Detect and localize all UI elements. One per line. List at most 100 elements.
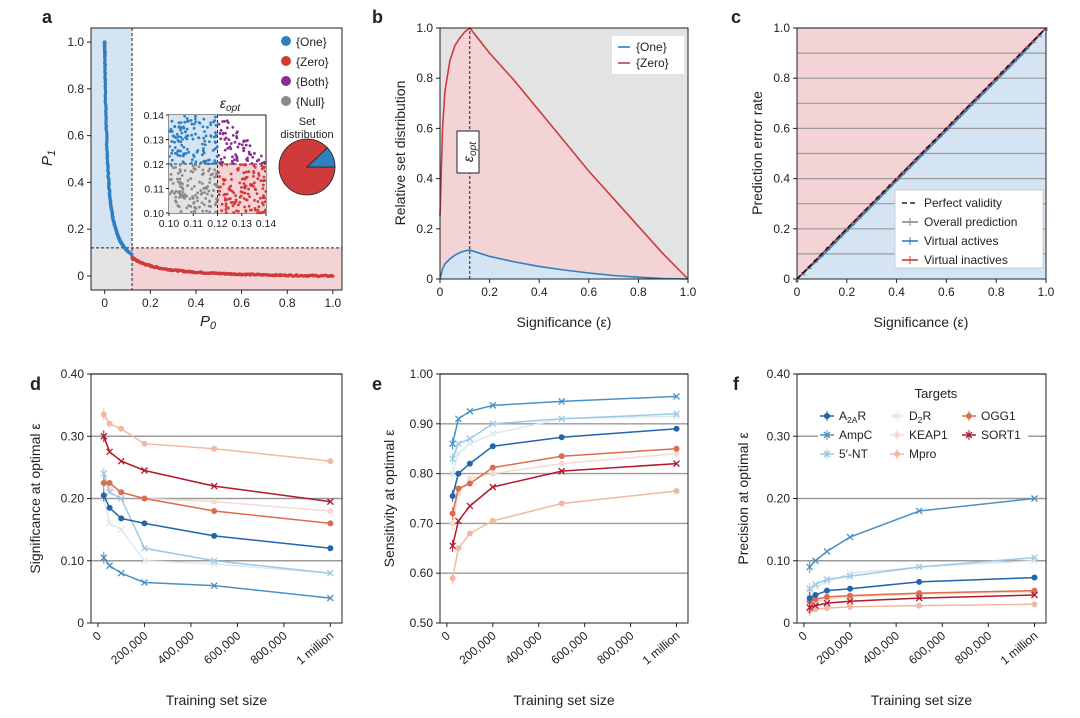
inset-x-tick-label: 0.14 xyxy=(256,218,277,230)
inset-point xyxy=(258,196,262,200)
inset-point xyxy=(190,161,193,165)
inset-point xyxy=(209,121,213,125)
legend-label: Overall prediction xyxy=(924,215,1017,229)
inset-point xyxy=(244,210,248,213)
data-point xyxy=(823,605,830,612)
y-tick-label: 1.0 xyxy=(773,21,790,35)
legend-title: Targets xyxy=(915,386,958,401)
inset-point xyxy=(192,122,196,126)
y-tick-label: 0.4 xyxy=(416,172,433,186)
y-tick-label: 0.2 xyxy=(416,222,433,236)
inset-point xyxy=(190,158,194,162)
x-tick-label: 400,000 xyxy=(155,628,197,667)
series-line xyxy=(451,447,677,514)
inset-point xyxy=(181,187,185,191)
y-tick-label: 0.8 xyxy=(773,71,790,85)
series-line xyxy=(103,495,331,550)
inset-point xyxy=(173,135,177,139)
inset-point xyxy=(261,210,265,214)
inset-point xyxy=(242,146,245,150)
inset-points xyxy=(167,114,268,215)
inset-point xyxy=(178,125,181,128)
series-line xyxy=(451,415,677,474)
data-point xyxy=(106,504,113,511)
inset-point xyxy=(211,148,215,152)
inset-point xyxy=(232,211,235,215)
x-tick-label: 1 million xyxy=(998,629,1041,668)
data-point xyxy=(466,502,474,510)
data-point xyxy=(847,585,854,592)
inset-point xyxy=(181,160,185,164)
legend-label: {Zero} xyxy=(296,55,329,69)
inset-point xyxy=(179,210,183,213)
inset-point xyxy=(228,145,232,149)
y-tick-label: 0 xyxy=(783,616,790,630)
point-one xyxy=(130,253,134,257)
data-point xyxy=(489,464,496,471)
data-point xyxy=(489,443,496,450)
data-point xyxy=(466,460,473,467)
inset-point xyxy=(212,120,215,124)
data-point xyxy=(140,557,148,565)
data-point xyxy=(916,602,923,609)
inset-point xyxy=(178,190,182,193)
inset-point xyxy=(208,177,212,181)
legend-label: SORT1 xyxy=(981,428,1021,442)
inset-point xyxy=(171,148,174,152)
y-tick-label: 0.70 xyxy=(410,516,434,530)
inset-point xyxy=(218,189,221,193)
data-point xyxy=(489,483,497,491)
data-point xyxy=(140,544,148,552)
inset-point xyxy=(215,197,218,201)
data-point xyxy=(811,583,819,591)
inset-point xyxy=(224,211,228,215)
inset-point xyxy=(248,208,252,212)
legend-marker xyxy=(893,412,901,420)
x-axis-label: Training set size xyxy=(513,692,615,708)
inset-point xyxy=(178,196,181,199)
series-line xyxy=(451,413,677,459)
inset-point xyxy=(200,201,204,205)
data-point xyxy=(489,420,497,428)
inset-point xyxy=(178,168,182,172)
data-point xyxy=(673,488,680,495)
inset-point xyxy=(194,160,198,164)
pie-slice-one xyxy=(305,147,336,168)
inset-point xyxy=(192,201,196,205)
data-point xyxy=(326,498,334,506)
axes: 0 0.2 0.4 0.6 0.8 1.0 0 0.2 0.4 0.6 0.8 1.0 xyxy=(67,27,343,310)
inset-point xyxy=(214,123,218,127)
data-point xyxy=(455,470,462,477)
inset-point xyxy=(215,145,219,149)
inset-point xyxy=(168,192,172,196)
inset-point xyxy=(213,131,217,135)
inset-point xyxy=(194,114,197,118)
x-tick-label: 1.0 xyxy=(680,285,697,299)
data-point xyxy=(823,593,830,600)
x-tick-label: 0.2 xyxy=(838,285,855,299)
data-point xyxy=(823,587,830,594)
inset-point xyxy=(173,125,177,129)
inset-point xyxy=(176,204,180,208)
inset-point xyxy=(204,134,208,138)
inset-point xyxy=(257,158,261,162)
inset-point xyxy=(219,128,223,132)
inset-point xyxy=(201,142,204,146)
data-point xyxy=(100,411,107,418)
data-point xyxy=(117,569,125,577)
inset-point xyxy=(183,169,187,172)
y-tick-label: 0 xyxy=(77,269,84,283)
inset-point xyxy=(173,191,176,195)
data-point xyxy=(812,591,819,598)
inset-point xyxy=(192,155,196,159)
x-tick-label: 0.2 xyxy=(481,285,498,299)
data-point xyxy=(806,563,814,571)
panel-letter: e xyxy=(372,374,382,394)
x-tick-label: 0.8 xyxy=(630,285,647,299)
inset-point xyxy=(247,187,250,191)
x-tick-label: 0.6 xyxy=(580,285,597,299)
data-point xyxy=(489,517,496,524)
inset-point xyxy=(196,191,200,195)
data-point xyxy=(916,590,923,597)
inset-point xyxy=(178,182,182,185)
